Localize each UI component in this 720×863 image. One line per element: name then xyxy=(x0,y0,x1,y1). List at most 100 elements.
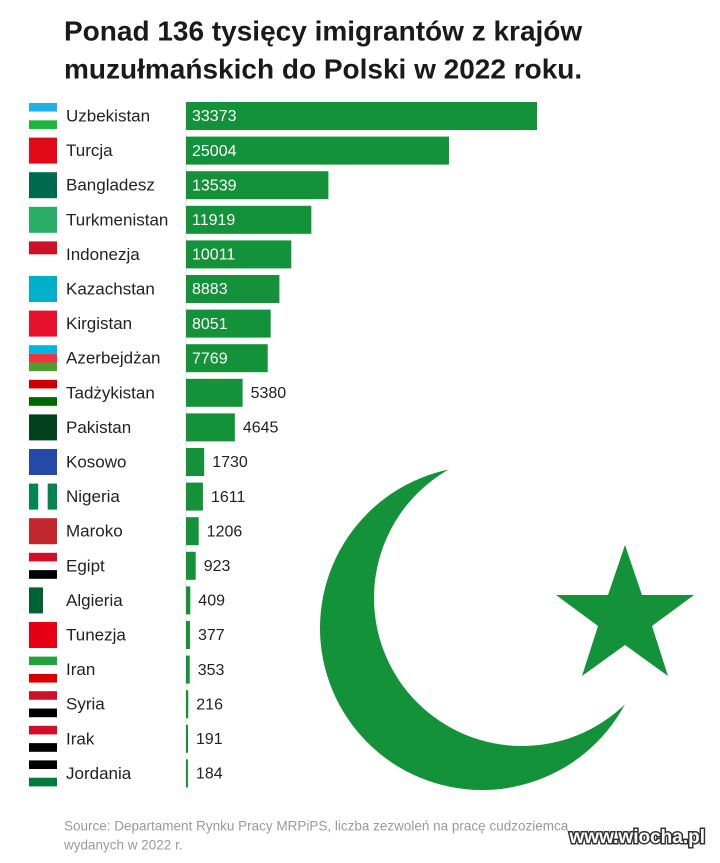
flag xyxy=(29,587,43,614)
category-label: Indonezja xyxy=(66,245,140,264)
source: Source: Departament Rynku Pracy MRPiPS, … xyxy=(64,819,569,834)
value-label: 923 xyxy=(204,558,231,575)
flag xyxy=(38,483,48,510)
flag xyxy=(47,483,57,510)
bar xyxy=(186,690,189,719)
flag xyxy=(29,103,57,112)
flag xyxy=(29,120,57,129)
watermark: www.wiocha.pl xyxy=(569,827,705,848)
value-label: 1206 xyxy=(207,523,243,540)
flag xyxy=(29,673,57,683)
chart-title: Ponad 136 tysięcy imigrantów z krajów xyxy=(64,15,582,46)
value-label: 10011 xyxy=(192,247,235,264)
bar xyxy=(186,448,205,476)
value-label: 409 xyxy=(198,593,225,610)
value-label: 377 xyxy=(198,627,225,644)
flag xyxy=(29,362,57,372)
flag xyxy=(29,561,57,571)
flag xyxy=(29,276,57,302)
flag xyxy=(29,665,57,674)
category-label: Tadżykistan xyxy=(66,383,155,402)
value-label: 25004 xyxy=(192,143,237,160)
flag xyxy=(29,777,57,787)
category-label: Azerbejdżan xyxy=(66,349,161,368)
flag xyxy=(29,345,57,354)
value-label: 13539 xyxy=(192,177,237,194)
flag xyxy=(29,760,57,770)
crescent-star xyxy=(320,450,694,790)
bar xyxy=(186,517,199,546)
value-label: 1611 xyxy=(211,489,246,506)
flag xyxy=(29,379,57,389)
flag xyxy=(29,254,57,268)
value-label: 11919 xyxy=(192,212,235,229)
bar xyxy=(186,275,280,303)
category-label: Syria xyxy=(66,695,105,714)
category-label: Turcja xyxy=(66,141,113,160)
flag xyxy=(29,570,57,579)
category-label: Maroko xyxy=(66,522,123,541)
category-label: Kazachstan xyxy=(66,279,155,298)
value-label: 184 xyxy=(196,766,223,783)
flag xyxy=(29,111,57,121)
category-label: Iran xyxy=(66,660,95,679)
category-label: Algieria xyxy=(66,591,123,610)
value-label: 216 xyxy=(196,696,223,713)
flag xyxy=(29,691,57,700)
category-label: Kirgistan xyxy=(66,314,132,333)
bar xyxy=(186,205,312,234)
value-label: 7769 xyxy=(192,350,228,367)
flag xyxy=(29,656,57,666)
bar xyxy=(186,724,189,753)
flag xyxy=(29,734,57,744)
flag xyxy=(29,769,57,778)
value-label: 5380 xyxy=(251,385,287,402)
flag xyxy=(29,518,57,545)
category-label: Kosowo xyxy=(66,452,126,471)
bar xyxy=(186,621,190,649)
flag xyxy=(29,449,57,475)
flag xyxy=(29,622,57,648)
flag xyxy=(29,414,57,441)
category-label: Egipt xyxy=(66,556,105,575)
flag xyxy=(29,743,57,752)
bar xyxy=(186,378,243,407)
flag xyxy=(29,172,57,199)
flag xyxy=(29,206,57,233)
flag xyxy=(29,699,57,709)
flag xyxy=(29,241,57,255)
value-label: 353 xyxy=(198,662,225,679)
value-label: 191 xyxy=(196,731,223,748)
value-label: 8883 xyxy=(192,281,228,298)
bar xyxy=(186,344,268,373)
category-label: Nigeria xyxy=(66,487,120,506)
flag xyxy=(29,137,57,164)
flag xyxy=(29,353,57,363)
category-label: Pakistan xyxy=(66,418,131,437)
category-label: Jordania xyxy=(66,764,132,783)
bar xyxy=(186,136,449,165)
bar xyxy=(186,171,329,200)
category-label: Turkmenistan xyxy=(66,210,168,229)
category-label: Irak xyxy=(66,729,95,748)
value-label: 1730 xyxy=(212,454,248,471)
flag xyxy=(29,388,57,398)
bar xyxy=(186,102,537,130)
flag xyxy=(29,552,57,562)
value-label: 4645 xyxy=(243,420,279,437)
flag xyxy=(29,708,57,718)
bar xyxy=(186,551,196,580)
bar xyxy=(186,309,271,338)
bar xyxy=(186,586,191,615)
bar xyxy=(186,655,190,684)
value-label: 8051 xyxy=(192,316,228,333)
flag xyxy=(43,587,57,614)
bar xyxy=(186,413,235,442)
value-label: 33373 xyxy=(192,108,237,125)
bar xyxy=(186,482,203,511)
flag xyxy=(29,483,39,510)
bar xyxy=(186,759,188,788)
category-label: Uzbekistan xyxy=(66,106,150,125)
bar xyxy=(186,240,292,269)
